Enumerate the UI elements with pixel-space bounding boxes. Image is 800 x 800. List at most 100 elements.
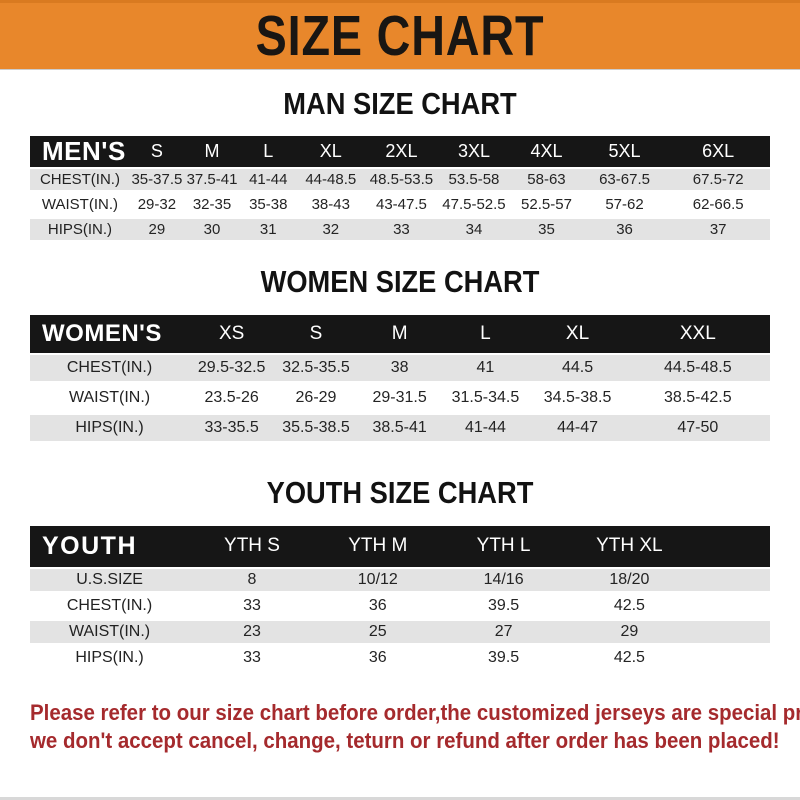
size-value-cell: 58-63 xyxy=(510,169,583,194)
header-spacer xyxy=(692,526,770,569)
youth-size-chart-heading: YOUTH SIZE CHART xyxy=(48,475,752,511)
measurement-row: U.S.SIZE810/1214/1618/20 xyxy=(30,569,770,595)
size-value-cell: 43-47.5 xyxy=(365,194,438,219)
size-value-cell: 38.5-41 xyxy=(358,415,442,445)
measurement-label: U.S.SIZE xyxy=(30,569,189,595)
size-column-header: 3XL xyxy=(438,136,511,169)
disclaimer-line-1: Please refer to our size chart before or… xyxy=(30,699,746,727)
size-column-header: S xyxy=(130,136,184,169)
size-value-cell: 34 xyxy=(438,219,511,244)
size-column-header: YTH M xyxy=(315,526,441,569)
size-column-header: 5XL xyxy=(583,136,667,169)
page-title: SIZE CHART xyxy=(256,8,545,65)
women-size-table: WOMEN'SXSSMLXLXXLCHEST(IN.)29.5-32.532.5… xyxy=(30,315,770,445)
size-value-cell: 44-48.5 xyxy=(296,169,365,194)
size-column-header: YTH L xyxy=(441,526,567,569)
size-column-header: 2XL xyxy=(365,136,438,169)
size-value-cell: 27 xyxy=(441,621,567,647)
size-column-header: YTH S xyxy=(189,526,315,569)
size-column-header: YTH XL xyxy=(566,526,692,569)
size-value-cell: 26-29 xyxy=(274,385,358,415)
size-value-cell: 47.5-52.5 xyxy=(438,194,511,219)
measurement-row: CHEST(IN.)333639.542.5 xyxy=(30,595,770,621)
size-value-cell: 48.5-53.5 xyxy=(365,169,438,194)
size-value-cell: 38.5-42.5 xyxy=(626,385,770,415)
row-spacer xyxy=(692,647,770,673)
measurement-label: WAIST(IN.) xyxy=(30,385,189,415)
size-column-header: XL xyxy=(529,315,625,355)
size-value-cell: 8 xyxy=(189,569,315,595)
size-value-cell: 36 xyxy=(315,595,441,621)
size-value-cell: 36 xyxy=(315,647,441,673)
measurement-row: HIPS(IN.)293031323334353637 xyxy=(30,219,770,244)
size-column-header: XXL xyxy=(626,315,770,355)
measurement-row: CHEST(IN.)29.5-32.532.5-35.5384144.544.5… xyxy=(30,355,770,385)
size-value-cell: 38 xyxy=(358,355,442,385)
measurement-label: CHEST(IN.) xyxy=(30,595,189,621)
size-value-cell: 33-35.5 xyxy=(189,415,274,445)
size-value-cell: 42.5 xyxy=(566,595,692,621)
size-value-cell: 32-35 xyxy=(184,194,240,219)
size-value-cell: 67.5-72 xyxy=(666,169,770,194)
table-group-label: WOMEN'S xyxy=(30,315,189,355)
size-header-row: YOUTHYTH SYTH MYTH LYTH XL xyxy=(30,526,770,569)
measurement-row: WAIST(IN.)23252729 xyxy=(30,621,770,647)
size-value-cell: 35 xyxy=(510,219,583,244)
size-value-cell: 33 xyxy=(189,595,315,621)
size-value-cell: 39.5 xyxy=(441,647,567,673)
size-value-cell: 29 xyxy=(566,621,692,647)
size-column-header: M xyxy=(358,315,442,355)
man-size-chart-heading: MAN SIZE CHART xyxy=(48,86,752,122)
size-value-cell: 41-44 xyxy=(240,169,296,194)
size-value-cell: 42.5 xyxy=(566,647,692,673)
disclaimer: Please refer to our size chart before or… xyxy=(30,699,800,755)
row-spacer xyxy=(692,595,770,621)
man-size-table: MEN'SSMLXL2XL3XL4XL5XL6XLCHEST(IN.)35-37… xyxy=(30,136,770,244)
table-group-label: MEN'S xyxy=(30,136,130,169)
measurement-label: HIPS(IN.) xyxy=(30,647,189,673)
measurement-label: CHEST(IN.) xyxy=(30,169,130,194)
size-value-cell: 62-66.5 xyxy=(666,194,770,219)
youth-size-table: YOUTHYTH SYTH MYTH LYTH XLU.S.SIZE810/12… xyxy=(30,526,770,673)
size-value-cell: 10/12 xyxy=(315,569,441,595)
size-column-header: L xyxy=(240,136,296,169)
size-value-cell: 36 xyxy=(583,219,667,244)
measurement-row: WAIST(IN.)29-3232-3535-3838-4343-47.547.… xyxy=(30,194,770,219)
size-value-cell: 32.5-35.5 xyxy=(274,355,358,385)
size-value-cell: 57-62 xyxy=(583,194,667,219)
size-chart-page: SIZE CHART MAN SIZE CHART MEN'SSMLXL2XL3… xyxy=(0,0,800,800)
measurement-row: CHEST(IN.)35-37.537.5-4141-4444-48.548.5… xyxy=(30,169,770,194)
size-value-cell: 29 xyxy=(130,219,184,244)
size-value-cell: 41 xyxy=(441,355,529,385)
size-column-header: 6XL xyxy=(666,136,770,169)
size-value-cell: 14/16 xyxy=(441,569,567,595)
size-value-cell: 44.5-48.5 xyxy=(626,355,770,385)
size-value-cell: 52.5-57 xyxy=(510,194,583,219)
size-value-cell: 41-44 xyxy=(441,415,529,445)
size-value-cell: 29.5-32.5 xyxy=(189,355,274,385)
size-header-row: MEN'SSMLXL2XL3XL4XL5XL6XL xyxy=(30,136,770,169)
measurement-row: HIPS(IN.)33-35.535.5-38.538.5-4141-4444-… xyxy=(30,415,770,445)
size-value-cell: 23 xyxy=(189,621,315,647)
size-column-header: 4XL xyxy=(510,136,583,169)
measurement-row: HIPS(IN.)333639.542.5 xyxy=(30,647,770,673)
size-column-header: L xyxy=(441,315,529,355)
measurement-label: WAIST(IN.) xyxy=(30,194,130,219)
size-value-cell: 23.5-26 xyxy=(189,385,274,415)
measurement-label: CHEST(IN.) xyxy=(30,355,189,385)
size-value-cell: 37 xyxy=(666,219,770,244)
size-value-cell: 30 xyxy=(184,219,240,244)
size-value-cell: 37.5-41 xyxy=(184,169,240,194)
youth-size-chart-section: YOUTH SIZE CHART YOUTHYTH SYTH MYTH LYTH… xyxy=(0,475,800,673)
size-value-cell: 18/20 xyxy=(566,569,692,595)
measurement-label: HIPS(IN.) xyxy=(30,415,189,445)
size-value-cell: 25 xyxy=(315,621,441,647)
women-size-chart-section: WOMEN SIZE CHART WOMEN'SXSSMLXLXXLCHEST(… xyxy=(0,264,800,446)
size-value-cell: 35.5-38.5 xyxy=(274,415,358,445)
size-column-header: S xyxy=(274,315,358,355)
size-value-cell: 35-37.5 xyxy=(130,169,184,194)
disclaimer-line-2: we don't accept cancel, change, teturn o… xyxy=(30,727,746,755)
size-value-cell: 33 xyxy=(365,219,438,244)
size-value-cell: 29-31.5 xyxy=(358,385,442,415)
size-column-header: M xyxy=(184,136,240,169)
